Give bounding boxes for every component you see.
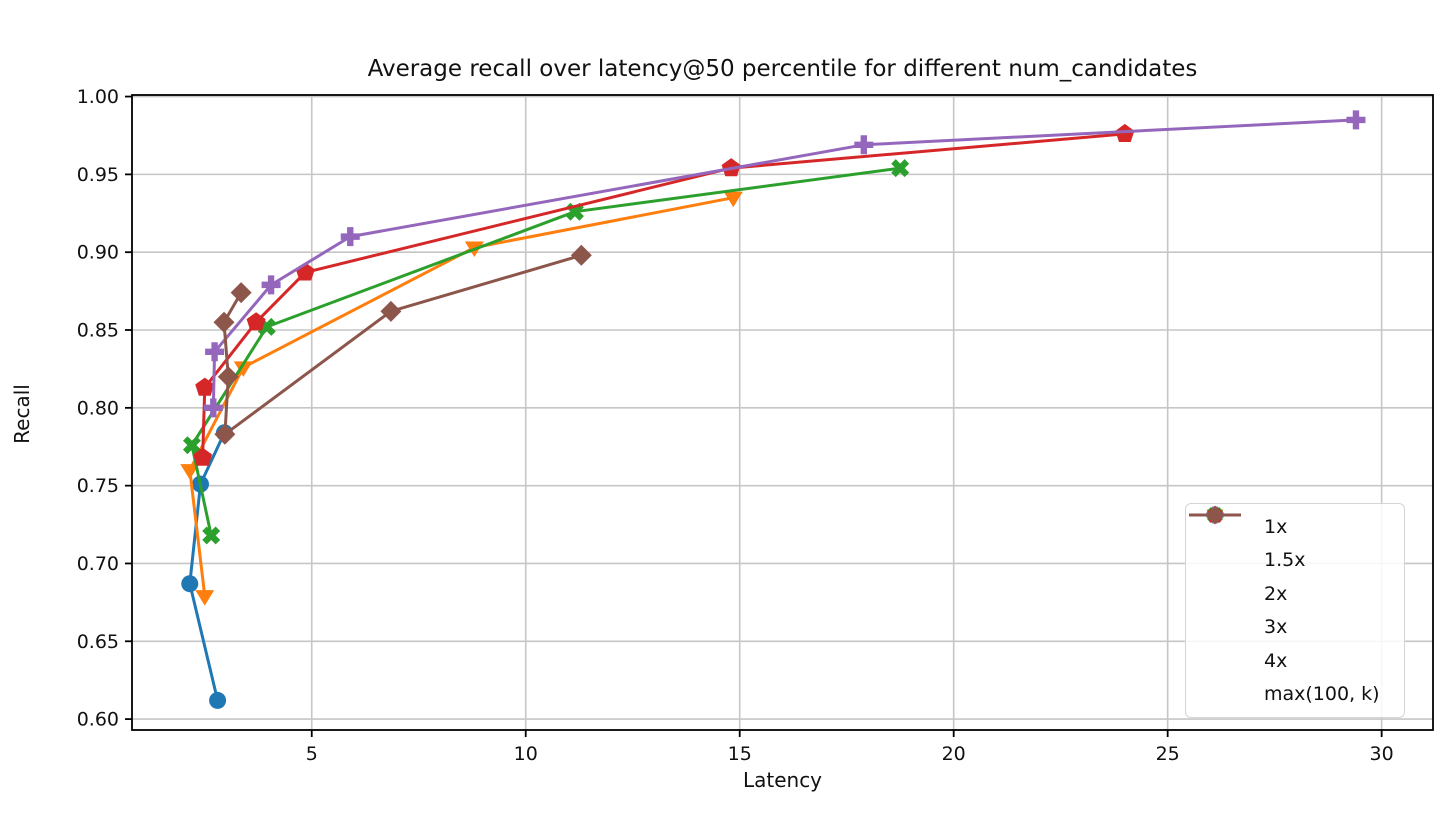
legend-swatch — [1189, 506, 1252, 638]
marker-pentagon — [246, 312, 266, 331]
legend-label: 2x — [1264, 582, 1288, 605]
series-3x — [193, 123, 1135, 466]
legend: 1x 1.5x 2x 3x 4x max(100, k) — [1185, 503, 1405, 718]
marker-pentagon — [193, 447, 213, 466]
marker-x — [891, 159, 910, 178]
marker-plus — [854, 135, 874, 155]
marker-diamond — [217, 366, 239, 388]
marker-plus — [1346, 110, 1366, 130]
marker-plus — [205, 342, 225, 362]
series-max-100-k- — [213, 244, 592, 445]
gridlines — [132, 95, 1433, 730]
series-line — [188, 196, 735, 598]
y-tick-label: 0.80 — [77, 397, 119, 419]
legend-swatch — [1189, 509, 1252, 571]
x-tick-label: 10 — [514, 743, 538, 765]
y-axis-label: Recall — [10, 384, 34, 444]
y-tick-label: 0.60 — [77, 709, 119, 731]
legend-entry-4x: 4x — [1189, 506, 1404, 677]
tick-marks — [125, 95, 1383, 737]
x-tick-label: 30 — [1370, 743, 1394, 765]
series-line — [201, 132, 1127, 460]
tick-labels: 5 10 15 20 25 30 0.60 0.65 0.70 0.75 0.80 0.85 0.90 0… — [77, 86, 1394, 765]
marker-triangle-down — [723, 191, 743, 208]
marker-x — [182, 436, 201, 455]
series-line — [190, 166, 902, 537]
legend-label: 3x — [1264, 616, 1288, 639]
legend-label: 1x — [1264, 515, 1288, 538]
y-tick-label: 1.00 — [77, 86, 119, 108]
marker-diamond — [1205, 505, 1225, 525]
y-tick-label: 0.75 — [77, 475, 119, 497]
marker-diamond — [214, 423, 236, 445]
legend-swatch — [1189, 506, 1252, 605]
legend-entry-2x: 2x — [1189, 506, 1404, 610]
marker-triangle-down — [195, 590, 215, 606]
legend-label: max(100, k) — [1264, 683, 1380, 706]
marker-plus — [203, 398, 223, 418]
series-4x — [203, 110, 1366, 418]
axes-spines — [131, 94, 1434, 731]
y-tick-label: 0.70 — [77, 553, 119, 575]
marker-circle — [181, 575, 199, 593]
legend-entry-3x: 3x — [1189, 506, 1404, 643]
y-tick-label: 0.85 — [77, 320, 119, 342]
x-tick-label: 25 — [1156, 743, 1180, 765]
marker-diamond — [570, 244, 592, 266]
marker-triangle-down — [180, 464, 200, 480]
marker-plus — [261, 275, 281, 295]
marker-diamond — [380, 300, 402, 322]
marker-triangle-down — [233, 361, 253, 377]
y-tick-label: 0.90 — [77, 242, 119, 264]
x-tick-label: 15 — [728, 743, 752, 765]
x-tick-label: 20 — [942, 743, 966, 765]
legend-entry-1.5x: 1.5x — [1189, 509, 1404, 576]
chart-title: Average recall over latency@50 percentil… — [367, 56, 1198, 82]
x-tick-label: 5 — [306, 743, 318, 765]
marker-diamond — [230, 282, 252, 304]
series-line — [188, 431, 226, 702]
legend-label: 4x — [1264, 649, 1288, 672]
marker-diamond — [213, 311, 235, 333]
marker-plus — [340, 227, 360, 247]
marker-pentagon — [195, 377, 215, 396]
marker-circle — [209, 691, 227, 709]
marker-x — [202, 526, 221, 545]
y-tick-label: 0.65 — [77, 631, 119, 653]
legend-swatch — [1189, 506, 1252, 672]
legend-entry-max-100-k-: max(100, k) — [1189, 505, 1404, 710]
x-axis-label: Latency — [742, 768, 823, 792]
legend-label: 1.5x — [1264, 549, 1306, 572]
legend-swatch — [1189, 505, 1252, 705]
y-tick-label: 0.95 — [77, 164, 119, 186]
